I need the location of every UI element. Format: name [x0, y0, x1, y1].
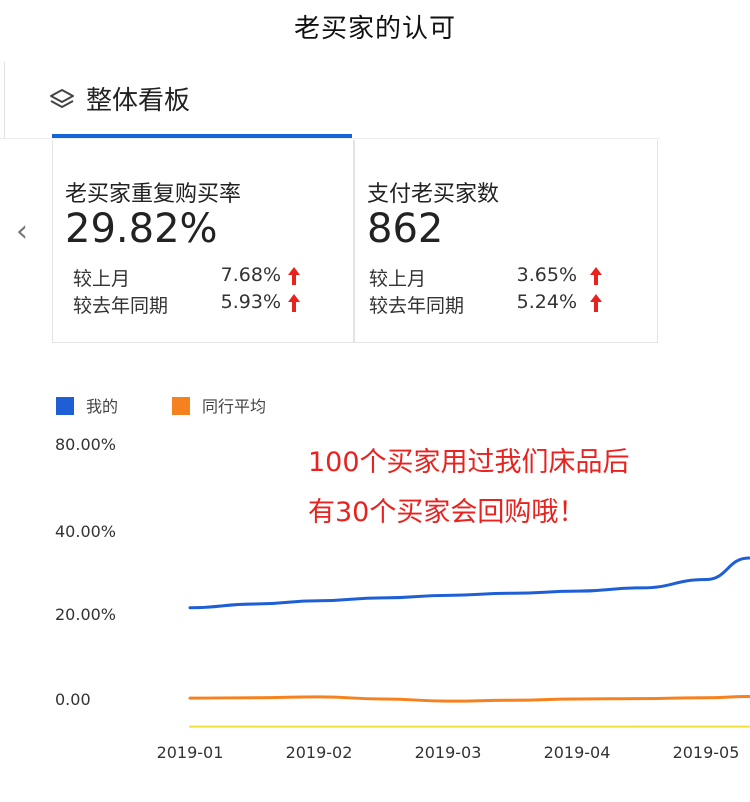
- comparison-label: 较去年同期: [369, 295, 465, 317]
- y-tick-label: 20.00%: [55, 605, 116, 624]
- comparison-value: 7.68%: [220, 264, 281, 286]
- comparison-label: 较上月: [369, 268, 427, 290]
- page-title: 老买家的认可: [293, 14, 456, 44]
- metric-card-paying-buyers[interactable]: 支付老买家数 862 较上月 3.65% 较去年同期 5.24%: [354, 140, 658, 343]
- legend-label: 我的: [86, 397, 119, 416]
- panel-title: 整体看板: [86, 86, 191, 116]
- y-tick-label: 0.00: [55, 690, 91, 709]
- panel-divider: [4, 62, 5, 138]
- active-tab-indicator: [52, 134, 352, 138]
- legend-item-mine[interactable]: 我的: [56, 393, 118, 417]
- chevron-left-icon[interactable]: ‹: [16, 214, 28, 249]
- legend-label: 同行平均: [202, 397, 267, 416]
- x-tick-label: 2019-04: [544, 743, 611, 762]
- metric-value: 29.82%: [65, 206, 218, 252]
- metric-label: 支付老买家数: [367, 182, 500, 207]
- arrow-up-icon: [288, 267, 300, 285]
- comparison-row: 较上月 3.65%: [369, 264, 605, 291]
- x-tick-label: 2019-03: [415, 743, 482, 762]
- metric-label: 老买家重复购买率: [65, 182, 242, 207]
- arrow-up-icon: [288, 294, 300, 312]
- annotation-line: 有30个买家会回购哦！: [308, 497, 586, 528]
- arrow-up-icon: [590, 267, 602, 285]
- series-line-peer-average: [188, 694, 750, 703]
- comparison-label: 较上月: [73, 268, 131, 290]
- comparison-row: 较去年同期 5.93%: [73, 291, 303, 318]
- layers-icon: [50, 89, 74, 108]
- x-tick-label: 2019-01: [157, 743, 224, 762]
- comparison-row: 较去年同期 5.24%: [369, 291, 605, 318]
- panel-header: 整体看板: [0, 62, 660, 139]
- y-tick-label: 40.00%: [55, 522, 116, 541]
- arrow-up-icon: [590, 294, 602, 312]
- x-tick-label: 2019-02: [286, 743, 353, 762]
- comparison-value: 3.65%: [516, 264, 577, 286]
- series-line-mine: [188, 556, 750, 610]
- comparison-value: 5.24%: [516, 291, 577, 313]
- comparison-row: 较上月 7.68%: [73, 264, 303, 291]
- y-tick-label: 80.00%: [55, 435, 116, 454]
- x-tick-label: 2019-05: [673, 743, 740, 762]
- legend-item-peer-average[interactable]: 同行平均: [172, 393, 266, 417]
- comparison-label: 较去年同期: [73, 295, 169, 317]
- comparison-value: 5.93%: [220, 291, 281, 313]
- legend-swatch: [56, 397, 74, 415]
- panel-header-divider: [0, 138, 660, 139]
- annotation-line: 100个买家用过我们床品后: [308, 447, 630, 478]
- line-chart: 80.00% 40.00% 20.00% 0.00 2019-01 2019-02 2019…: [55, 435, 750, 762]
- metric-value: 862: [367, 206, 444, 252]
- metric-card-repeat-rate[interactable]: 老买家重复购买率 29.82% 较上月 7.68% 较去年同期 5.93%: [52, 140, 354, 343]
- legend-swatch: [172, 397, 190, 415]
